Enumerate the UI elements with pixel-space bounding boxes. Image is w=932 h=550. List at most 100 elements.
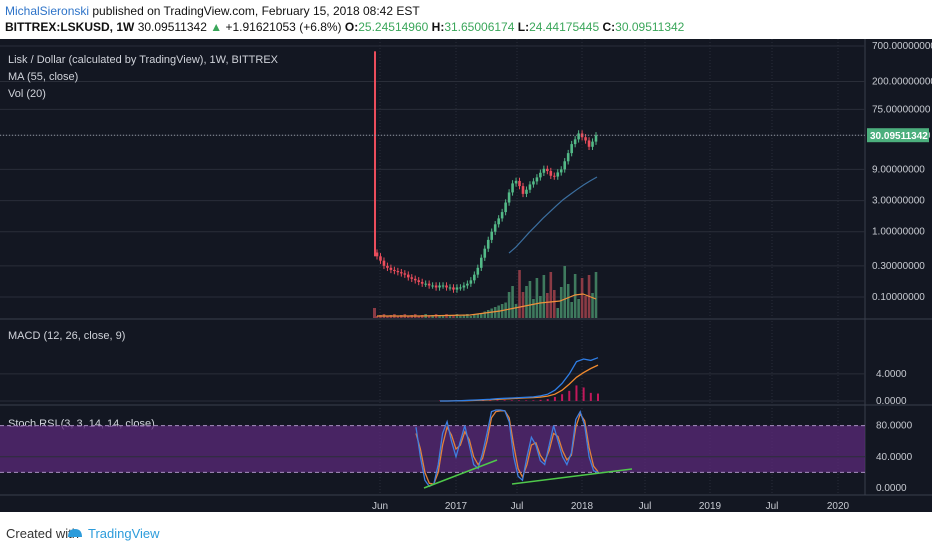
candle-body (490, 231, 494, 240)
stoch-tick-label: 40.0000 (876, 452, 913, 463)
candle-body (486, 239, 490, 249)
macd-tick-label: 0.0000 (876, 396, 907, 407)
candle-body (518, 180, 521, 187)
candle-body (476, 267, 480, 275)
candle-body (528, 184, 532, 190)
candle-body (507, 192, 511, 203)
candle-body (462, 285, 466, 288)
candle-body (413, 278, 417, 281)
ma-legend: MA (55, close) (8, 71, 78, 83)
candle-body (434, 285, 438, 288)
candle-body (469, 280, 473, 284)
macd-histogram-bar (561, 394, 564, 401)
tradingview-brand-link[interactable]: TradingView (88, 526, 160, 541)
macd-histogram-bar (589, 392, 592, 401)
spike-candle (374, 51, 376, 257)
stoch-d-line (415, 410, 599, 485)
macd-histogram-bar (518, 400, 520, 401)
volume-bar (473, 315, 476, 318)
x-tick-label: 2017 (445, 501, 468, 512)
volume-bar (462, 315, 466, 318)
price-tick-label: 200.00000000 (872, 77, 932, 88)
price-legend-title: Lisk / Dollar (calculated by TradingView… (8, 54, 279, 66)
candle-body (559, 169, 563, 173)
candle-body (504, 202, 507, 213)
candle-body (382, 260, 386, 266)
macd-histogram-bar (582, 387, 585, 401)
volume-bar (549, 272, 553, 318)
last-price-label-bg (867, 128, 929, 143)
candle-body (417, 280, 421, 282)
high-label: H: (431, 20, 445, 34)
candle-body (546, 168, 549, 172)
candle-body (403, 273, 407, 275)
up-arrow-icon: ▲ (210, 20, 223, 34)
candle-body (566, 153, 570, 162)
created-with-text: Created with (6, 526, 79, 541)
candle-body (427, 283, 431, 286)
candle-body (577, 133, 580, 140)
candle-body (587, 140, 591, 147)
candle-body (445, 285, 448, 288)
macd-histogram-bar (503, 400, 506, 401)
candle-body (420, 281, 424, 284)
macd-histogram-bar (496, 400, 499, 401)
volume-bar (559, 287, 563, 318)
candle-body (386, 265, 389, 268)
candle-body (375, 252, 379, 257)
macd-histogram-bar (510, 400, 513, 401)
volume-bar (455, 314, 459, 318)
volume-ma-line (377, 293, 597, 317)
candle-body (441, 285, 445, 287)
last-price-label: 30.09511342 (870, 131, 928, 142)
candle-body (584, 137, 587, 141)
publish-line: MichalSieronski published on TradingView… (5, 4, 420, 18)
candle-body (521, 186, 525, 194)
candle-body (532, 181, 535, 185)
x-tick-label: 2020 (827, 501, 850, 512)
volume-bar (535, 278, 539, 318)
candle-body (431, 285, 434, 287)
stoch-tick-label: 0.0000 (876, 483, 907, 494)
symbol-info-line: BITTREX:LSKUSD, 1W 30.09511342 ▲ +1.9162… (5, 20, 684, 34)
candle-body (511, 183, 514, 193)
volume-bar (483, 311, 487, 318)
candle-body (438, 285, 441, 288)
candle-body (455, 287, 459, 290)
candle-body (556, 172, 560, 177)
candle-body (493, 224, 497, 232)
author-link[interactable]: MichalSieronski (5, 4, 90, 18)
stoch-tick-label: 80.0000 (876, 421, 913, 432)
open-label: O: (344, 20, 359, 34)
volume-bar (518, 270, 521, 318)
candle-body (535, 177, 539, 182)
close-label: C: (602, 20, 616, 34)
volume-bar (493, 307, 497, 318)
chart-canvas[interactable]: Jun 2017 Jul 2018 Jul 2019 Jul 2020 700.00000000… (0, 39, 932, 512)
volume-bar (479, 313, 483, 318)
candle-body (452, 287, 455, 290)
candle-body (552, 175, 556, 177)
volume-bar (507, 292, 511, 318)
price-change: +1.91621053 (+6.8%) (225, 20, 342, 34)
candle-body (396, 271, 400, 273)
candle-body (594, 135, 598, 142)
price-tick-label: 0.10000000 (872, 292, 925, 303)
ma-55-line (508, 176, 598, 254)
x-tick-label: Jun (372, 501, 388, 512)
trendline-1 (423, 459, 498, 489)
candle-body (591, 141, 594, 147)
candle-body (539, 172, 542, 178)
candle-body (549, 171, 553, 176)
volume-bar (556, 308, 560, 318)
volume-bar (396, 316, 400, 318)
macd-legend: MACD (12, 26, close, 9) (8, 330, 125, 342)
candle-body (389, 267, 393, 270)
price-tick-label: 0.30000000 (872, 261, 925, 272)
volume-bar (486, 310, 490, 318)
volume-bar (532, 299, 535, 318)
candle-body (448, 287, 452, 289)
candle-body (479, 257, 483, 268)
published-text: published on TradingView.com, February 1… (92, 4, 420, 18)
